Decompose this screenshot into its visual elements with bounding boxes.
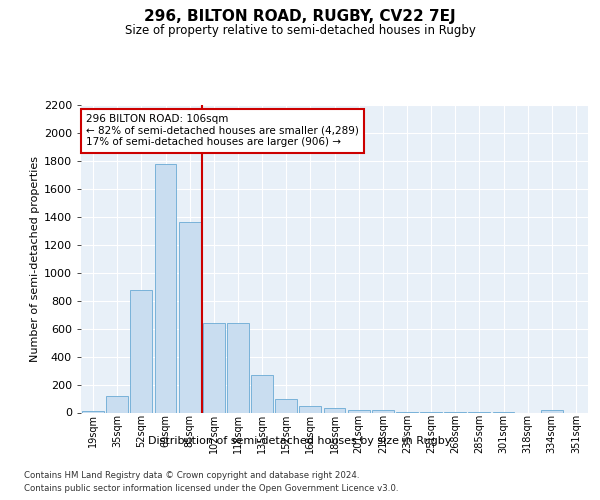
Bar [106, 396, 128, 412]
Bar [179, 222, 200, 412]
Bar [275, 398, 297, 412]
Bar [372, 410, 394, 412]
Bar [227, 323, 249, 412]
Bar [541, 410, 563, 412]
Y-axis label: Number of semi-detached properties: Number of semi-detached properties [29, 156, 40, 362]
Bar [130, 290, 152, 412]
Bar [203, 323, 224, 412]
Bar [299, 406, 321, 412]
Bar [82, 411, 104, 412]
Text: 296 BILTON ROAD: 106sqm
← 82% of semi-detached houses are smaller (4,289)
17% of: 296 BILTON ROAD: 106sqm ← 82% of semi-de… [86, 114, 359, 148]
Bar [155, 164, 176, 412]
Text: Distribution of semi-detached houses by size in Rugby: Distribution of semi-detached houses by … [148, 436, 452, 446]
Bar [251, 375, 273, 412]
Text: Contains HM Land Registry data © Crown copyright and database right 2024.: Contains HM Land Registry data © Crown c… [24, 471, 359, 480]
Text: Size of property relative to semi-detached houses in Rugby: Size of property relative to semi-detach… [125, 24, 475, 37]
Bar [323, 408, 346, 412]
Bar [348, 410, 370, 412]
Text: Contains public sector information licensed under the Open Government Licence v3: Contains public sector information licen… [24, 484, 398, 493]
Text: 296, BILTON ROAD, RUGBY, CV22 7EJ: 296, BILTON ROAD, RUGBY, CV22 7EJ [144, 9, 456, 24]
